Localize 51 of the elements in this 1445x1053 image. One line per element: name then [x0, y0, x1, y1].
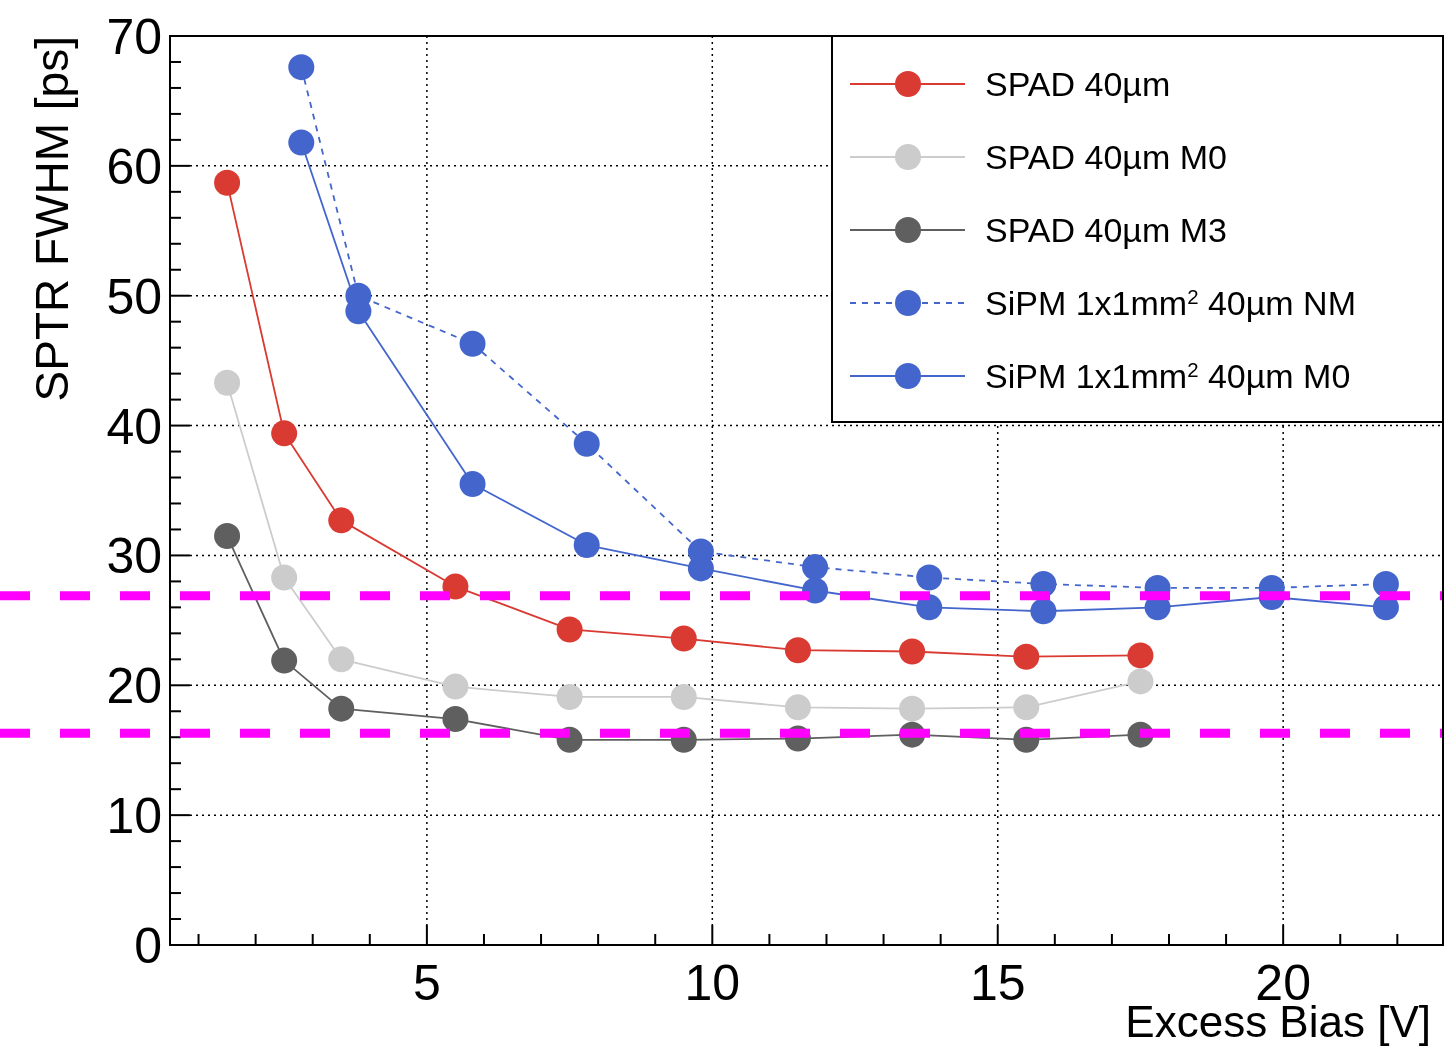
- point: [442, 673, 469, 700]
- point: [328, 646, 355, 673]
- point: [271, 420, 298, 447]
- point: [899, 638, 926, 665]
- point: [288, 54, 315, 81]
- y-tick-label: 40: [106, 398, 162, 455]
- point: [459, 471, 486, 497]
- y-tick-label: 10: [106, 788, 162, 845]
- point: [271, 647, 298, 674]
- point: [784, 637, 811, 664]
- point: [1013, 643, 1040, 670]
- point: [916, 564, 943, 591]
- point: [1030, 598, 1057, 625]
- point: [288, 129, 315, 156]
- point: [573, 532, 600, 559]
- point: [916, 594, 943, 621]
- y-axis-title: SPTR FWHM [ps]: [26, 36, 78, 402]
- point: [670, 625, 697, 652]
- point: [784, 694, 811, 721]
- legend-label: SiPM 1x1mm$^{2}$ 40µm M0: [985, 357, 1351, 395]
- point: [1127, 668, 1154, 695]
- y-tick-label: 0: [134, 918, 162, 974]
- point: [556, 684, 583, 710]
- point: [899, 695, 926, 722]
- x-tick-label: 15: [969, 955, 1026, 1011]
- point: [214, 522, 241, 549]
- legend-label: SPAD 40µm: [985, 65, 1171, 103]
- legend-label: SPAD 40µm M3: [985, 211, 1227, 249]
- point: [328, 695, 355, 722]
- point: [442, 706, 469, 733]
- y-tick-label: 50: [106, 268, 162, 325]
- point: [442, 573, 469, 600]
- point: [802, 554, 829, 581]
- y-tick-label: 20: [106, 658, 162, 715]
- point: [670, 684, 697, 710]
- y-tick-label: 30: [106, 528, 162, 585]
- legend-label: SPAD 40µm M0: [985, 138, 1227, 176]
- y-tick-label: 70: [106, 9, 162, 65]
- point: [214, 169, 241, 196]
- point: [1127, 642, 1154, 669]
- point: [459, 330, 486, 357]
- point: [271, 564, 298, 591]
- point: [1013, 694, 1040, 721]
- x-tick-label: 5: [412, 955, 441, 1011]
- point: [556, 616, 583, 643]
- point: [573, 430, 600, 457]
- x-tick-label: 10: [684, 955, 741, 1011]
- y-tick-label: 60: [106, 138, 162, 195]
- point: [328, 507, 355, 534]
- point: [214, 369, 241, 396]
- legend-label: SiPM 1x1mm$^{2}$ 40µm NM: [985, 284, 1356, 322]
